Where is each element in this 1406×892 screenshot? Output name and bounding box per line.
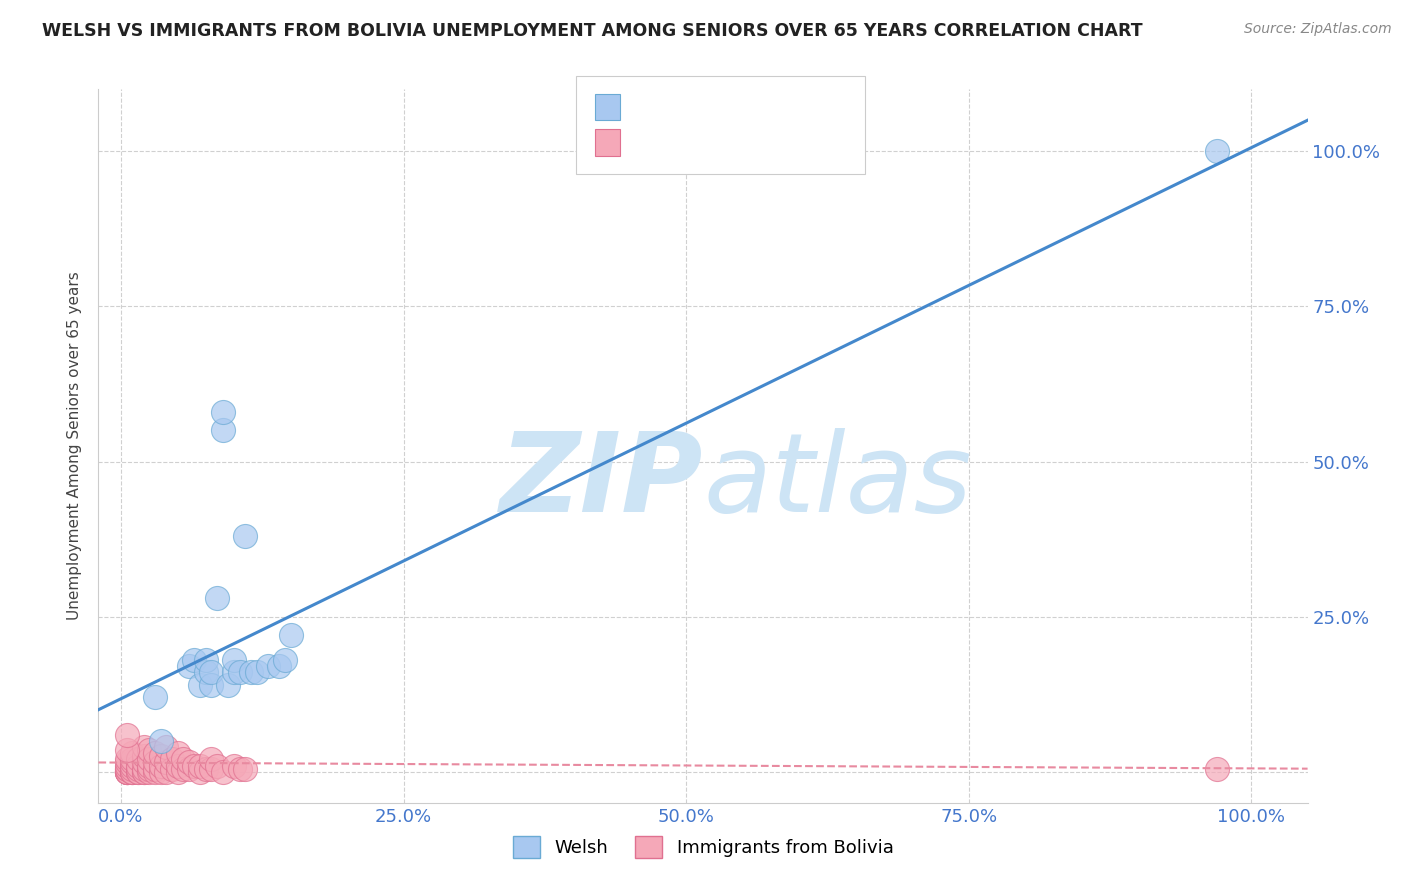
- Point: [233, 762, 256, 776]
- Point: [143, 764, 166, 779]
- Point: [177, 659, 200, 673]
- Point: [115, 756, 138, 770]
- Text: atlas: atlas: [703, 428, 972, 535]
- Point: [240, 665, 263, 680]
- Point: [143, 746, 166, 760]
- Point: [177, 762, 200, 776]
- Point: [200, 665, 222, 680]
- Point: [211, 424, 233, 438]
- Point: [127, 764, 149, 779]
- Point: [274, 653, 297, 667]
- Point: [166, 764, 188, 779]
- Point: [160, 762, 183, 776]
- Point: [127, 758, 149, 772]
- Point: [211, 764, 233, 779]
- Point: [121, 756, 143, 770]
- Point: [138, 764, 160, 779]
- Point: [115, 764, 138, 779]
- Text: WELSH VS IMMIGRANTS FROM BOLIVIA UNEMPLOYMENT AMONG SENIORS OVER 65 YEARS CORREL: WELSH VS IMMIGRANTS FROM BOLIVIA UNEMPLO…: [42, 22, 1143, 40]
- Point: [143, 690, 166, 705]
- Point: [132, 756, 155, 770]
- Point: [121, 758, 143, 772]
- Point: [127, 762, 149, 776]
- Point: [222, 758, 245, 772]
- Point: [155, 739, 177, 754]
- Text: R =  0.623   N = 29: R = 0.623 N = 29: [631, 94, 807, 112]
- Point: [121, 752, 143, 766]
- Point: [115, 727, 138, 741]
- Point: [121, 762, 143, 776]
- Point: [115, 762, 138, 776]
- Point: [205, 758, 228, 772]
- Point: [166, 746, 188, 760]
- Point: [222, 653, 245, 667]
- Point: [222, 665, 245, 680]
- Point: [188, 764, 211, 779]
- Point: [200, 678, 222, 692]
- Point: [115, 764, 138, 779]
- Point: [132, 739, 155, 754]
- Point: [217, 678, 239, 692]
- Point: [127, 752, 149, 766]
- Point: [115, 764, 138, 779]
- Point: [188, 758, 211, 772]
- Point: [1206, 762, 1229, 776]
- Point: [132, 749, 155, 764]
- Point: [138, 752, 160, 766]
- Point: [149, 733, 172, 747]
- Point: [155, 756, 177, 770]
- Point: [166, 758, 188, 772]
- Point: [121, 764, 143, 779]
- Point: [280, 628, 302, 642]
- Point: [138, 758, 160, 772]
- Point: [127, 764, 149, 779]
- Text: ZIP: ZIP: [499, 428, 703, 535]
- Point: [200, 752, 222, 766]
- Point: [1206, 145, 1229, 159]
- Point: [115, 762, 138, 776]
- Point: [115, 764, 138, 779]
- Point: [200, 762, 222, 776]
- Point: [211, 405, 233, 419]
- Legend: Welsh, Immigrants from Bolivia: Welsh, Immigrants from Bolivia: [505, 829, 901, 865]
- Point: [121, 746, 143, 760]
- Point: [149, 749, 172, 764]
- Point: [194, 665, 217, 680]
- Point: [246, 665, 269, 680]
- Point: [138, 762, 160, 776]
- Point: [233, 529, 256, 543]
- Point: [155, 764, 177, 779]
- Point: [132, 762, 155, 776]
- Point: [183, 653, 205, 667]
- Text: Source: ZipAtlas.com: Source: ZipAtlas.com: [1244, 22, 1392, 37]
- Point: [115, 764, 138, 779]
- Point: [257, 659, 280, 673]
- Point: [115, 758, 138, 772]
- Point: [132, 764, 155, 779]
- Point: [228, 665, 250, 680]
- Point: [205, 591, 228, 605]
- Point: [183, 758, 205, 772]
- Point: [188, 678, 211, 692]
- Point: [160, 752, 183, 766]
- Point: [172, 752, 194, 766]
- Point: [228, 762, 250, 776]
- Y-axis label: Unemployment Among Seniors over 65 years: Unemployment Among Seniors over 65 years: [67, 272, 83, 620]
- Point: [194, 653, 217, 667]
- Point: [194, 762, 217, 776]
- Point: [115, 752, 138, 766]
- Point: [138, 743, 160, 757]
- Point: [121, 764, 143, 779]
- Point: [132, 764, 155, 779]
- Point: [149, 764, 172, 779]
- Point: [269, 659, 291, 673]
- Point: [177, 756, 200, 770]
- Point: [115, 743, 138, 757]
- Point: [143, 762, 166, 776]
- Point: [121, 764, 143, 779]
- Text: R = -0.013   N = 67: R = -0.013 N = 67: [631, 129, 808, 147]
- Point: [149, 758, 172, 772]
- Point: [143, 756, 166, 770]
- Point: [172, 762, 194, 776]
